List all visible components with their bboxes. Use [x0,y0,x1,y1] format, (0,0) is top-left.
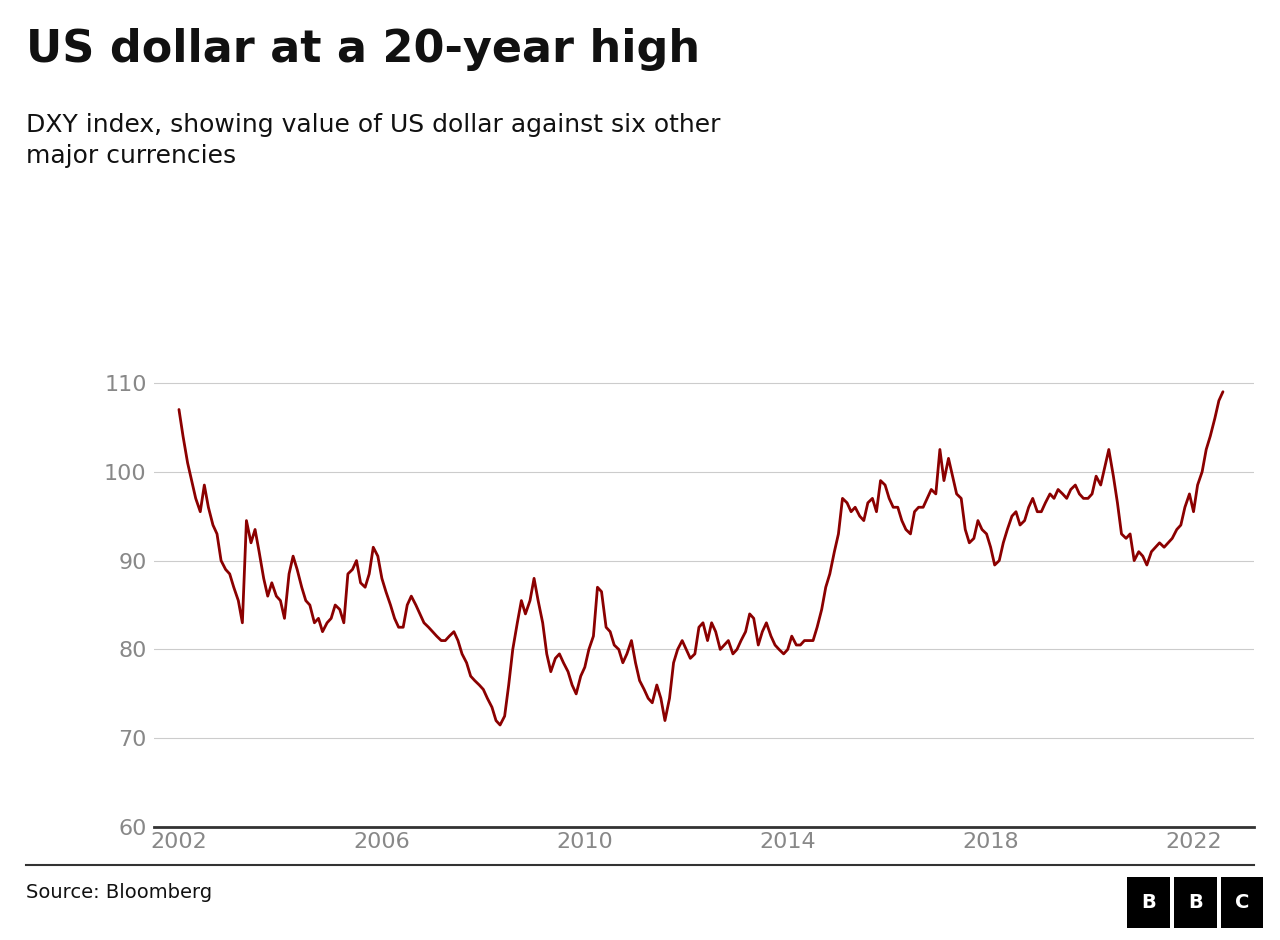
FancyBboxPatch shape [1174,877,1216,928]
Text: Source: Bloomberg: Source: Bloomberg [26,884,211,902]
Text: US dollar at a 20-year high: US dollar at a 20-year high [26,28,700,71]
Text: B: B [1140,893,1156,912]
Text: C: C [1235,893,1249,912]
Text: DXY index, showing value of US dollar against six other
major currencies: DXY index, showing value of US dollar ag… [26,113,721,168]
Text: B: B [1188,893,1203,912]
FancyBboxPatch shape [1221,877,1263,928]
FancyBboxPatch shape [1128,877,1170,928]
